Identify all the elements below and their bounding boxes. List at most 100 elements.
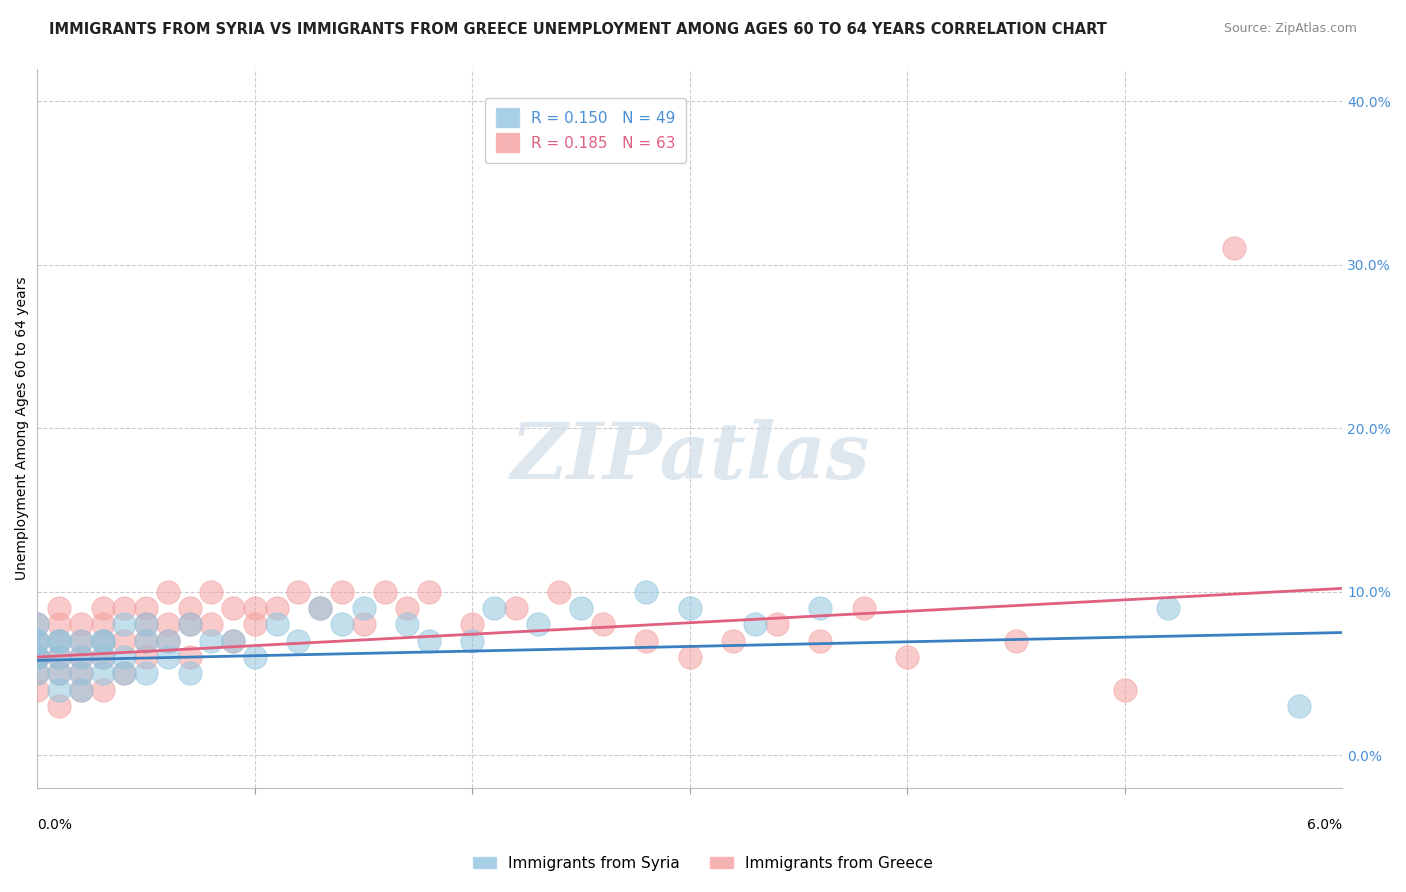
Point <box>69 682 91 697</box>
Point <box>27 633 49 648</box>
Point <box>309 601 332 615</box>
Point <box>396 601 419 615</box>
Point <box>27 666 49 681</box>
Point <box>156 633 179 648</box>
Point <box>27 682 49 697</box>
Point <box>91 601 114 615</box>
Point <box>48 617 70 632</box>
Point <box>135 633 157 648</box>
Text: IMMIGRANTS FROM SYRIA VS IMMIGRANTS FROM GREECE UNEMPLOYMENT AMONG AGES 60 TO 64: IMMIGRANTS FROM SYRIA VS IMMIGRANTS FROM… <box>49 22 1107 37</box>
Point <box>27 650 49 665</box>
Point <box>243 617 266 632</box>
Point <box>91 650 114 665</box>
Point <box>48 633 70 648</box>
Point <box>222 601 245 615</box>
Point <box>48 666 70 681</box>
Point <box>69 650 91 665</box>
Point <box>461 617 484 632</box>
Point <box>243 650 266 665</box>
Point <box>179 601 201 615</box>
Point <box>418 633 440 648</box>
Point <box>48 633 70 648</box>
Point <box>330 617 353 632</box>
Point <box>309 601 332 615</box>
Point <box>135 666 157 681</box>
Point <box>48 650 70 665</box>
Point <box>200 633 222 648</box>
Point <box>156 584 179 599</box>
Point <box>27 650 49 665</box>
Point <box>374 584 396 599</box>
Point <box>287 584 309 599</box>
Point <box>48 601 70 615</box>
Text: 6.0%: 6.0% <box>1308 818 1343 832</box>
Point <box>679 601 702 615</box>
Point <box>200 617 222 632</box>
Point <box>896 650 918 665</box>
Point <box>69 617 91 632</box>
Point <box>636 584 658 599</box>
Point <box>27 650 49 665</box>
Point <box>266 601 288 615</box>
Point <box>135 633 157 648</box>
Point <box>69 633 91 648</box>
Point <box>135 601 157 615</box>
Point <box>287 633 309 648</box>
Point <box>679 650 702 665</box>
Point <box>808 633 831 648</box>
Point <box>200 584 222 599</box>
Text: 0.0%: 0.0% <box>38 818 72 832</box>
Point <box>243 601 266 615</box>
Point <box>179 617 201 632</box>
Point <box>156 617 179 632</box>
Point <box>135 650 157 665</box>
Point <box>112 666 135 681</box>
Point <box>27 633 49 648</box>
Point <box>91 617 114 632</box>
Point <box>69 633 91 648</box>
Point <box>222 633 245 648</box>
Point <box>222 633 245 648</box>
Point <box>266 617 288 632</box>
Point <box>156 650 179 665</box>
Point <box>112 601 135 615</box>
Point <box>1222 241 1244 255</box>
Point <box>91 633 114 648</box>
Point <box>27 617 49 632</box>
Point <box>1005 633 1028 648</box>
Point <box>418 584 440 599</box>
Point <box>91 633 114 648</box>
Point <box>48 650 70 665</box>
Point <box>396 617 419 632</box>
Text: ZIPatlas: ZIPatlas <box>510 418 869 495</box>
Legend: Immigrants from Syria, Immigrants from Greece: Immigrants from Syria, Immigrants from G… <box>467 850 939 877</box>
Point <box>27 650 49 665</box>
Point <box>27 617 49 632</box>
Point <box>135 617 157 632</box>
Point <box>91 682 114 697</box>
Point <box>569 601 592 615</box>
Point <box>723 633 745 648</box>
Point <box>1288 699 1310 714</box>
Point <box>179 666 201 681</box>
Point <box>744 617 766 632</box>
Point <box>112 666 135 681</box>
Point <box>112 650 135 665</box>
Point <box>48 633 70 648</box>
Point <box>27 633 49 648</box>
Point <box>353 601 375 615</box>
Point <box>156 633 179 648</box>
Point <box>461 633 484 648</box>
Point <box>1114 682 1136 697</box>
Point <box>69 666 91 681</box>
Point <box>27 666 49 681</box>
Point <box>91 633 114 648</box>
Text: Source: ZipAtlas.com: Source: ZipAtlas.com <box>1223 22 1357 36</box>
Point <box>91 666 114 681</box>
Point <box>112 633 135 648</box>
Y-axis label: Unemployment Among Ages 60 to 64 years: Unemployment Among Ages 60 to 64 years <box>15 277 30 580</box>
Point <box>765 617 787 632</box>
Point <box>1157 601 1180 615</box>
Point <box>135 617 157 632</box>
Point <box>179 617 201 632</box>
